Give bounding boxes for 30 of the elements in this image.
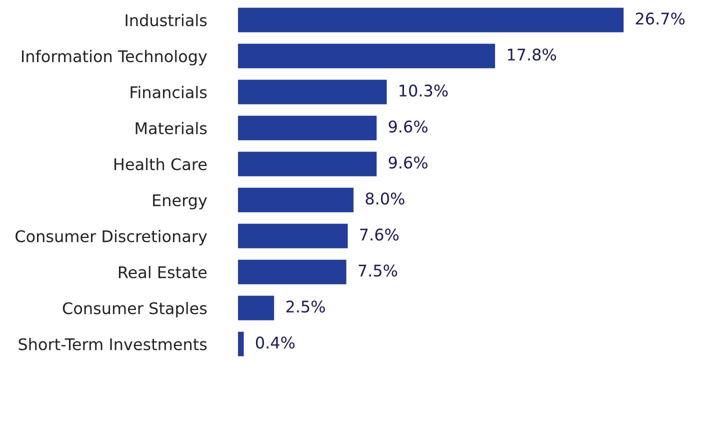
y-tick-label: Short-Term Investments [18,338,207,350]
y-tick-label: Consumer Discretionary [16,230,207,246]
data-label: 26.7% [636,12,685,25]
bar [238,8,624,32]
bar [238,296,274,320]
bar [238,152,377,176]
data-label: 9.6% [388,156,428,169]
y-tick-label: Industrials [126,14,207,26]
data-label: 2.5% [286,300,325,313]
data-label: 0.4% [256,336,295,349]
y-tick-label: Real Estate [118,266,207,278]
data-label: 9.6% [388,120,428,133]
y-tick-label: Health Care [114,158,207,170]
bar [238,80,387,104]
y-tick-label: Financials [130,86,207,98]
y-tick-label: Information Technology [22,50,207,66]
data-label: 7.5% [358,264,398,277]
y-tick-label: Energy [153,194,207,210]
bar [238,224,348,248]
bar [238,260,346,284]
bar [238,116,377,140]
bar [238,188,354,212]
data-label: 17.8% [508,48,556,61]
data-label: 7.6% [360,228,399,241]
data-label: 8.0% [366,192,404,205]
y-tick-label: Consumer Staples [62,302,207,318]
data-label: 10.3% [400,84,448,97]
bar [238,332,244,356]
bar [238,44,496,68]
y-tick-label: Materials [136,122,207,134]
